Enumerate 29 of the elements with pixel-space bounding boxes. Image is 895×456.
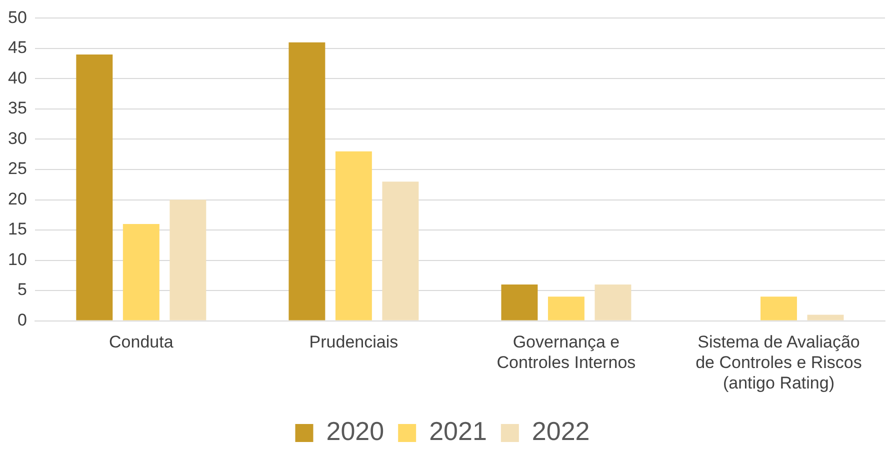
y-tick-label: 15 <box>8 220 27 239</box>
bar <box>122 224 160 320</box>
bar <box>548 296 584 320</box>
y-tick-label: 0 <box>17 310 27 330</box>
bar <box>501 284 538 320</box>
bar <box>335 151 372 320</box>
legend-label: 2022 <box>532 416 590 446</box>
y-tick-label: 35 <box>8 98 27 118</box>
bar <box>594 284 632 320</box>
bar <box>382 182 419 320</box>
bar <box>760 296 797 320</box>
legend-label: 2021 <box>429 416 487 446</box>
x-tick-label: Conduta <box>109 332 174 352</box>
bar <box>76 54 113 320</box>
y-tick-label: 5 <box>17 280 27 300</box>
y-tick-label: 30 <box>8 128 27 148</box>
bar <box>288 42 326 320</box>
y-tick-label: 20 <box>8 189 27 208</box>
x-tick-label: Governança e Controles Internos <box>496 332 636 372</box>
y-tick-label: 10 <box>8 250 27 269</box>
x-tick-label: Prudenciais <box>309 332 398 352</box>
x-tick-label: Sistema de Avaliação de Controles e Riscos (antigo Rating) <box>696 332 862 392</box>
legend-label: 2020 <box>326 416 384 446</box>
y-tick-label: 45 <box>8 38 27 58</box>
y-tick-label: 50 <box>8 8 27 27</box>
bar <box>170 200 206 320</box>
y-tick-label: 25 <box>8 159 27 178</box>
y-tick-label: 40 <box>8 68 27 88</box>
bar <box>807 314 844 320</box>
